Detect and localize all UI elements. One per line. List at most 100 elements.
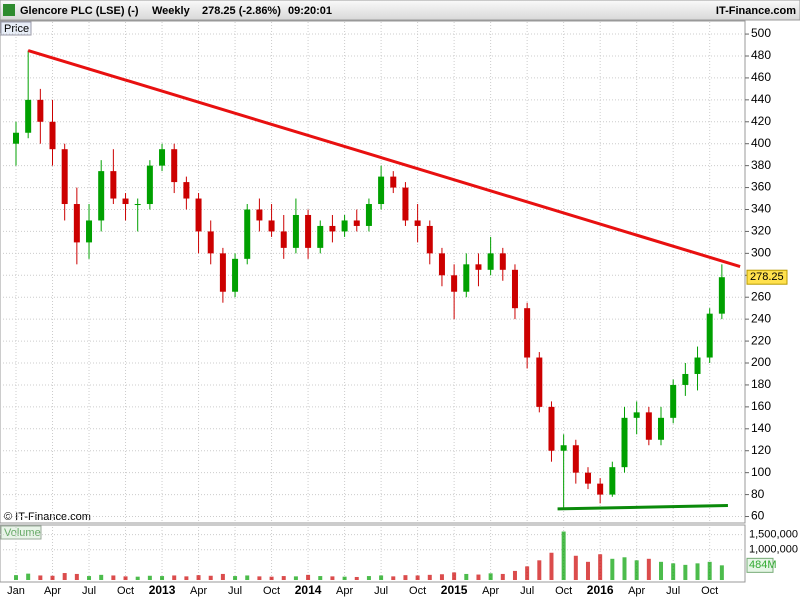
- y-tick-label: 180: [751, 377, 771, 391]
- volume-bar: [646, 558, 651, 580]
- header-icon: [3, 4, 15, 16]
- volume-bar: [549, 552, 554, 580]
- header-time: 09:20:01: [288, 5, 332, 17]
- volume-label: Volume: [4, 527, 41, 539]
- y-tick-label: 80: [751, 487, 765, 501]
- volume-bar: [38, 575, 43, 580]
- volume-bar: [452, 572, 457, 580]
- volume-bar: [306, 574, 311, 580]
- volume-bar: [196, 575, 201, 580]
- volume-pane: [0, 524, 746, 583]
- candle-body: [451, 275, 458, 292]
- volume-bar: [111, 575, 116, 580]
- volume-bar: [379, 575, 384, 580]
- trend-line: [27, 49, 741, 268]
- header-symbol: Glencore PLC (LSE) (-): [20, 5, 139, 17]
- volume-bar: [342, 576, 347, 580]
- candle-body: [268, 220, 275, 232]
- volume-bar: [719, 565, 724, 580]
- candle-body: [110, 171, 117, 199]
- volume-bar: [488, 573, 493, 580]
- volume-bar: [671, 563, 676, 580]
- candle-body: [524, 308, 531, 358]
- volume-bar: [318, 576, 323, 580]
- volume-bar: [14, 575, 18, 580]
- candle-body: [475, 264, 482, 270]
- volume-label-box: [0, 525, 42, 540]
- volume-bar: [293, 576, 298, 580]
- candle-body: [146, 165, 153, 205]
- candle-body: [232, 258, 239, 292]
- candle-body: [329, 225, 336, 232]
- candle-body: [73, 204, 80, 243]
- volume-bar: [561, 531, 566, 580]
- candle-body: [292, 214, 299, 248]
- x-tick-label: 2015: [441, 583, 468, 597]
- candle-body: [402, 187, 409, 221]
- candle-body: [171, 149, 178, 183]
- volume-bar: [391, 576, 396, 580]
- y-tick-label: 240: [751, 311, 771, 325]
- x-tick-label: Jul: [666, 585, 680, 597]
- volume-bar: [439, 574, 444, 580]
- x-tick-label: Apr: [482, 585, 499, 597]
- y-tick-label: 100: [751, 465, 771, 479]
- volume-bar: [622, 557, 627, 580]
- x-tick-label: Oct: [263, 585, 280, 597]
- candle-body: [183, 182, 190, 199]
- x-tick-label: Apr: [628, 585, 645, 597]
- volume-bar: [683, 564, 688, 580]
- y-tick-label: 220: [751, 333, 771, 347]
- x-tick-label: 2016: [587, 583, 614, 597]
- volume-bar: [500, 573, 505, 580]
- volume-bar: [537, 560, 542, 580]
- x-tick-label: Apr: [44, 585, 61, 597]
- volume-bar: [354, 576, 359, 580]
- x-tick-label: Apr: [190, 585, 207, 597]
- volume-bar: [476, 574, 481, 580]
- candle-body: [37, 99, 44, 122]
- last-volume-box: [746, 557, 774, 573]
- candle-body: [195, 198, 202, 232]
- candle-body: [682, 373, 689, 385]
- candle-body: [499, 253, 506, 270]
- volume-bar: [208, 575, 213, 580]
- x-tick-label: Apr: [336, 585, 353, 597]
- candle-body: [548, 406, 555, 451]
- last-price-box: [746, 269, 788, 285]
- x-tick-label: Oct: [117, 585, 134, 597]
- x-tick-label: Jul: [228, 585, 242, 597]
- candle-body: [98, 171, 105, 221]
- candle-body: [207, 231, 214, 254]
- candle-body: [13, 132, 19, 144]
- volume-tick-label: 1,000,000: [749, 544, 798, 556]
- candle-body: [621, 417, 628, 468]
- candle-body: [670, 384, 677, 418]
- y-tick-label: 440: [751, 92, 771, 106]
- volume-bar: [172, 575, 177, 580]
- volume-bar: [99, 574, 104, 580]
- volume-bar: [281, 576, 286, 580]
- volume-bar: [257, 576, 262, 580]
- candle-body: [511, 269, 518, 309]
- candle-body: [645, 412, 652, 440]
- volume-bar: [427, 574, 432, 580]
- x-tick-label: Jul: [374, 585, 388, 597]
- y-tick-label: 460: [751, 70, 771, 84]
- y-tick-label: 300: [751, 246, 771, 260]
- volume-bar: [573, 555, 578, 580]
- header-brand: IT-Finance.com: [716, 5, 796, 17]
- volume-bar: [464, 573, 469, 580]
- candle-body: [49, 121, 56, 150]
- volume-bar: [610, 558, 615, 580]
- candle-body: [244, 209, 251, 259]
- volume-bar: [598, 554, 603, 580]
- candle-body: [694, 357, 701, 374]
- candle-body: [317, 225, 324, 248]
- volume-bar: [233, 576, 238, 580]
- candle-body: [463, 264, 470, 292]
- y-tick-label: 480: [751, 48, 771, 62]
- volume-bar: [87, 576, 92, 580]
- volume-bar: [26, 573, 31, 580]
- x-tick-label: Oct: [409, 585, 426, 597]
